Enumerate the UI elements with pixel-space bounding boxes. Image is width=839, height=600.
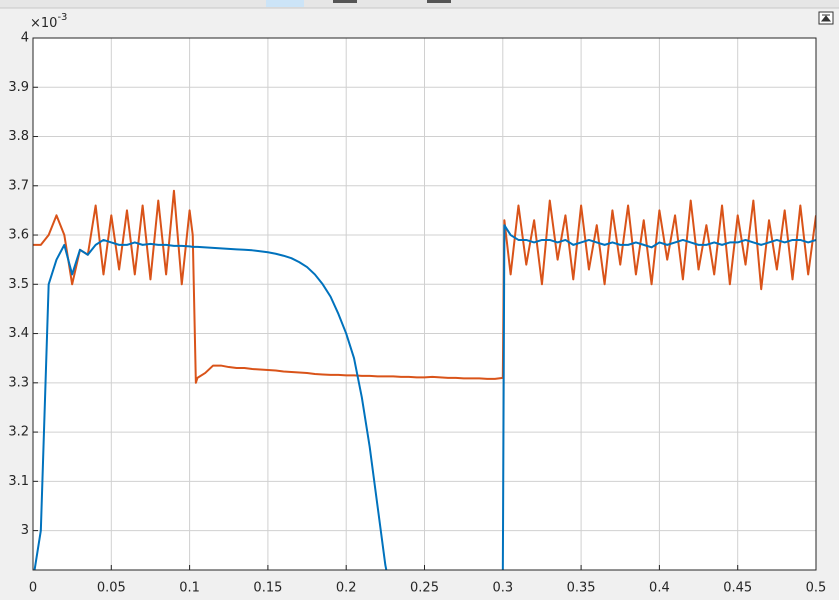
x-tick-label: 0.4 [649, 581, 670, 596]
x-tick-label: 0.15 [253, 581, 282, 596]
series-line [33, 189, 816, 384]
x-tick-label: 0.25 [410, 581, 439, 596]
x-tick-label: 0.2 [336, 581, 357, 596]
toolbar-button[interactable] [333, 0, 357, 3]
x-tick-label: 0.45 [723, 581, 752, 596]
y-tick-label: 3.7 [8, 178, 29, 193]
y-tick-label: 3.4 [8, 326, 29, 341]
y-tick-label: 3.2 [8, 425, 29, 440]
y-tick-label: 3.6 [8, 228, 29, 243]
y-tick-label: 3 [21, 523, 29, 538]
export-button[interactable] [818, 11, 834, 25]
y-tick-label: 3.9 [8, 80, 29, 95]
toolbar-button[interactable] [427, 0, 451, 3]
x-tick-label: 0.1 [179, 581, 200, 596]
x-tick-label: 0.5 [806, 581, 827, 596]
y-exponent: ×10-3 [30, 12, 67, 31]
series-layer [33, 189, 816, 570]
y-tick-label: 4 [21, 31, 29, 46]
axes-box [32, 37, 817, 571]
exponent-base: ×10 [30, 16, 57, 31]
toolbar-button[interactable] [266, 0, 304, 7]
x-tick-label: 0.05 [97, 581, 126, 596]
y-tick-label: 3.1 [8, 474, 29, 489]
x-tick-label: 0 [29, 581, 37, 596]
x-tick-label: 0.3 [492, 581, 513, 596]
y-tick-label: 3.3 [8, 375, 29, 390]
y-tick-label: 3.5 [8, 277, 29, 292]
series-line [33, 224, 816, 570]
y-tick-label: 3.8 [8, 129, 29, 144]
export-glyph [820, 14, 832, 22]
toolbar [0, 0, 839, 8]
x-tick-label: 0.35 [567, 581, 596, 596]
exponent-power: -3 [57, 12, 67, 23]
